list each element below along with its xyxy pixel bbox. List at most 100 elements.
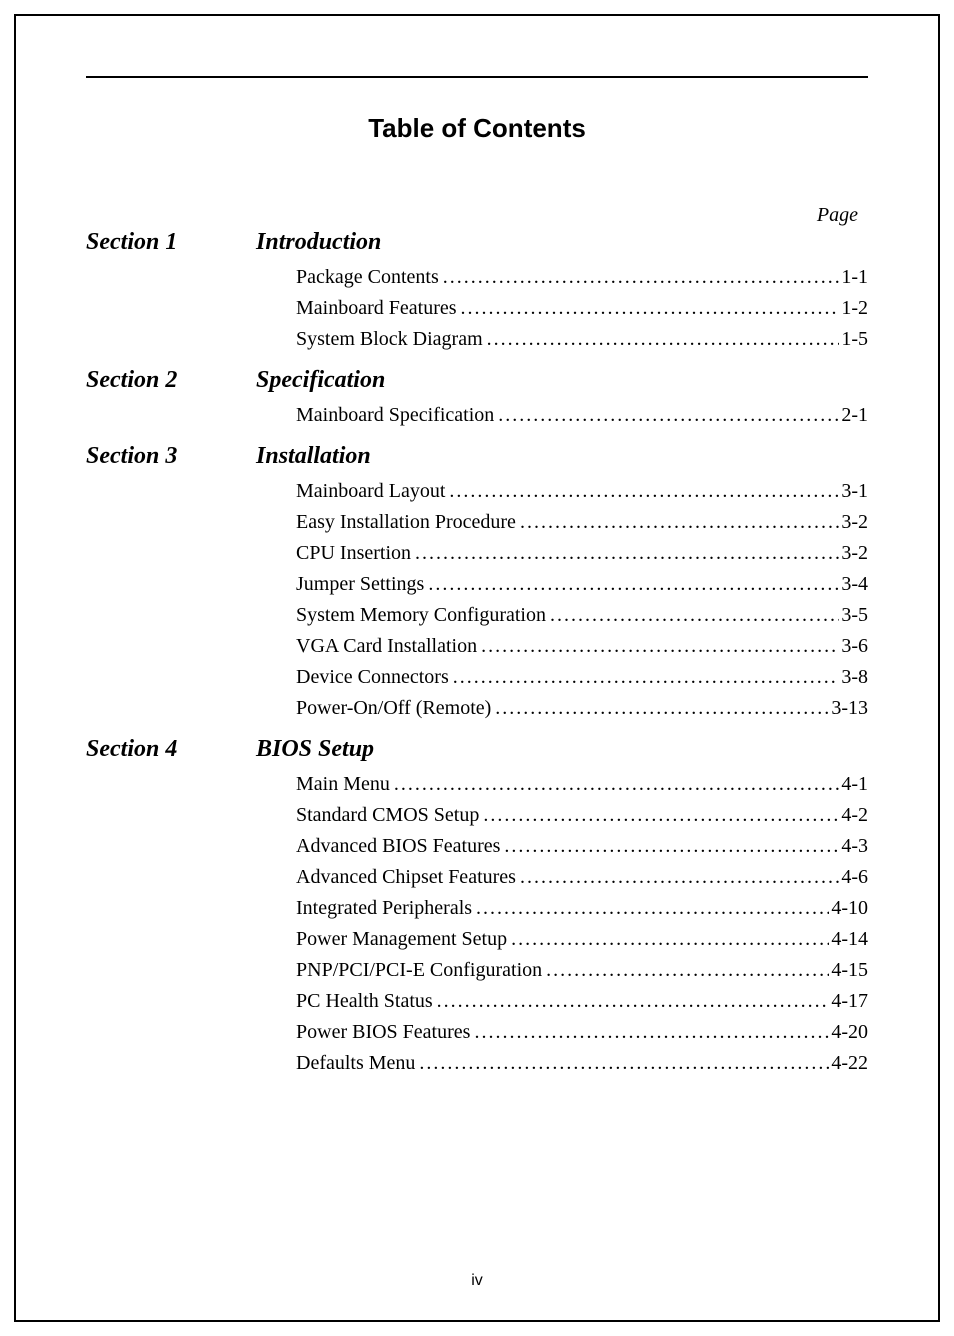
toc-entry-label: PNP/PCI/PCI-E Configuration: [296, 960, 542, 980]
footer-page-number: iv: [16, 1272, 938, 1290]
toc-entry: Advanced BIOS Features 4-3: [296, 836, 868, 856]
toc-entry-label: Advanced Chipset Features: [296, 867, 516, 887]
toc-entry-page: 3-8: [839, 667, 868, 687]
page-title: Table of Contents: [86, 113, 868, 144]
toc-items: Package Contents 1-1 Mainboard Features …: [296, 267, 868, 349]
toc-entry-label: Integrated Peripherals: [296, 898, 472, 918]
toc-entry-label: Mainboard Layout: [296, 481, 445, 501]
toc-entry-label: Package Contents: [296, 267, 439, 287]
toc-entry-page: 3-4: [839, 574, 868, 594]
dot-leader: [439, 267, 840, 287]
toc-entry-label: System Memory Configuration: [296, 605, 546, 625]
toc-entry-page: 3-5: [839, 605, 868, 625]
toc-entry: Easy Installation Procedure 3-2: [296, 512, 868, 532]
toc-entry: Standard CMOS Setup 4-2: [296, 805, 868, 825]
toc-entry-label: PC Health Status: [296, 991, 433, 1011]
toc-entry-page: 3-2: [839, 512, 868, 532]
toc-entry-page: 4-14: [829, 929, 868, 949]
toc-entry-page: 4-6: [839, 867, 868, 887]
toc-entry: Power-On/Off (Remote) 3-13: [296, 698, 868, 718]
toc-entry-label: Power Management Setup: [296, 929, 507, 949]
toc-items: Mainboard Specification 2-1: [296, 405, 868, 425]
toc-entry-page: 4-2: [839, 805, 868, 825]
header-rule: [86, 76, 868, 78]
toc-entry-page: 1-5: [839, 329, 868, 349]
toc-entry-page: 4-17: [829, 991, 868, 1011]
toc-entry-page: 3-13: [829, 698, 868, 718]
dot-leader: [516, 867, 839, 887]
toc-entry-page: 4-10: [829, 898, 868, 918]
toc-entry-label: Easy Installation Procedure: [296, 512, 516, 532]
toc-entry: Power BIOS Features 4-20: [296, 1022, 868, 1042]
toc-entry: Integrated Peripherals 4-10: [296, 898, 868, 918]
toc-entry: PC Health Status 4-17: [296, 991, 868, 1011]
toc-entry: Main Menu 4-1: [296, 774, 868, 794]
toc-items: Main Menu 4-1 Standard CMOS Setup 4-2 Ad…: [296, 774, 868, 1073]
toc-entry-label: Standard CMOS Setup: [296, 805, 479, 825]
toc-entry: Mainboard Features 1-2: [296, 298, 868, 318]
toc-entry-label: Power BIOS Features: [296, 1022, 470, 1042]
dot-leader: [491, 698, 829, 718]
page-content: Table of Contents Page Section 1 Introdu…: [16, 16, 938, 1320]
toc-entry-page: 4-20: [829, 1022, 868, 1042]
section-title: Installation: [256, 443, 371, 470]
toc-entry-label: Advanced BIOS Features: [296, 836, 500, 856]
dot-leader: [424, 574, 839, 594]
toc-entry: Mainboard Layout 3-1: [296, 481, 868, 501]
toc-entry-page: 3-2: [839, 543, 868, 563]
toc-entry-page: 3-1: [839, 481, 868, 501]
toc-entry: Device Connectors 3-8: [296, 667, 868, 687]
dot-leader: [470, 1022, 829, 1042]
toc-entry: Package Contents 1-1: [296, 267, 868, 287]
toc-entry-page: 1-1: [839, 267, 868, 287]
dot-leader: [479, 805, 839, 825]
dot-leader: [449, 667, 840, 687]
dot-leader: [472, 898, 829, 918]
section-label: Section 1: [86, 229, 256, 256]
toc-entry-page: 4-22: [829, 1053, 868, 1073]
toc-entry-label: Jumper Settings: [296, 574, 424, 594]
dot-leader: [542, 960, 829, 980]
section-label: Section 2: [86, 367, 256, 394]
section-label: Section 4: [86, 736, 256, 763]
toc-entry-label: Defaults Menu: [296, 1053, 415, 1073]
dot-leader: [507, 929, 829, 949]
toc-entry-page: 3-6: [839, 636, 868, 656]
dot-leader: [390, 774, 839, 794]
toc-entry: Jumper Settings 3-4: [296, 574, 868, 594]
section-heading: Section 2 Specification: [86, 367, 868, 394]
toc-entry-page: 2-1: [839, 405, 868, 425]
dot-leader: [546, 605, 839, 625]
toc-entry-page: 4-1: [839, 774, 868, 794]
page-column-label: Page: [86, 204, 868, 227]
toc-entry: CPU Insertion 3-2: [296, 543, 868, 563]
page-frame: Table of Contents Page Section 1 Introdu…: [14, 14, 940, 1322]
dot-leader: [494, 405, 839, 425]
toc-entry-page: 1-2: [839, 298, 868, 318]
toc-entry: System Memory Configuration 3-5: [296, 605, 868, 625]
section-title: Specification: [256, 367, 385, 394]
dot-leader: [445, 481, 839, 501]
dot-leader: [415, 1053, 829, 1073]
section-heading: Section 1 Introduction: [86, 229, 868, 256]
toc-items: Mainboard Layout 3-1 Easy Installation P…: [296, 481, 868, 718]
section-title: Introduction: [256, 229, 381, 256]
toc-entry: Mainboard Specification 2-1: [296, 405, 868, 425]
dot-leader: [516, 512, 839, 532]
toc-entry: PNP/PCI/PCI-E Configuration 4-15: [296, 960, 868, 980]
section-heading: Section 3 Installation: [86, 443, 868, 470]
toc-entry-label: Main Menu: [296, 774, 390, 794]
section-heading: Section 4 BIOS Setup: [86, 736, 868, 763]
section-title: BIOS Setup: [256, 736, 374, 763]
dot-leader: [411, 543, 839, 563]
dot-leader: [477, 636, 839, 656]
toc-entry-label: VGA Card Installation: [296, 636, 477, 656]
dot-leader: [433, 991, 830, 1011]
toc-entry-label: System Block Diagram: [296, 329, 483, 349]
toc-entry-label: Device Connectors: [296, 667, 449, 687]
toc-entry: VGA Card Installation 3-6: [296, 636, 868, 656]
toc-entry-label: Mainboard Features: [296, 298, 457, 318]
dot-leader: [483, 329, 840, 349]
toc-entry-label: CPU Insertion: [296, 543, 411, 563]
toc-entry: Defaults Menu 4-22: [296, 1053, 868, 1073]
